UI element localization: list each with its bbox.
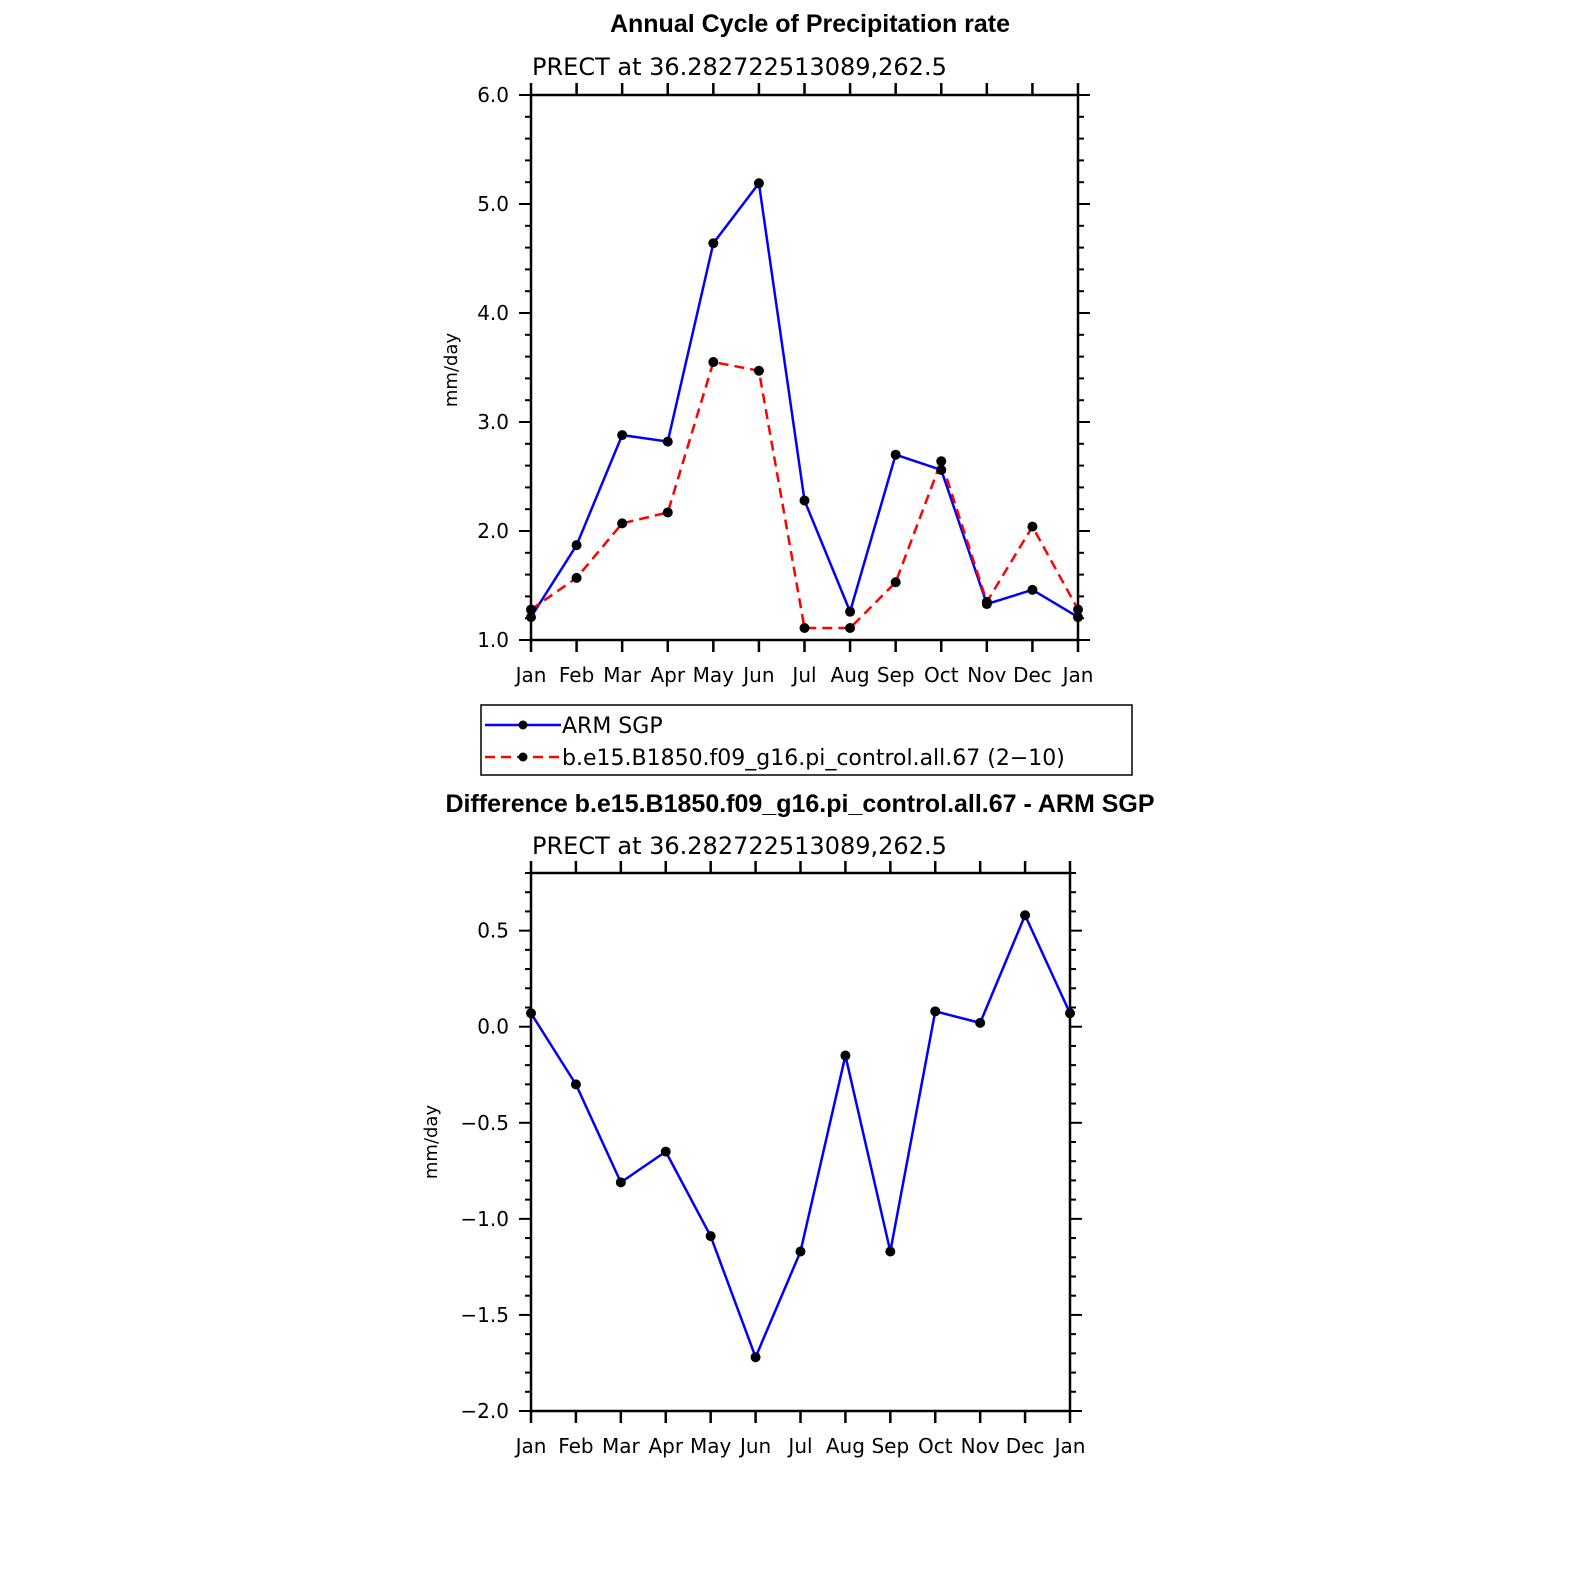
chart-2-series-0-point xyxy=(660,1146,671,1157)
chart-1-series-0-point xyxy=(890,449,901,460)
chart-1-series-1-point xyxy=(571,572,582,583)
chart-1-xtick-label: Sep xyxy=(877,663,915,687)
legend-label-arm-sgp: ARM SGP xyxy=(562,714,663,739)
chart-1-series-0-point xyxy=(571,540,582,551)
chart-1-series-1-point xyxy=(1073,604,1083,615)
chart-2-series-0-line xyxy=(529,914,1072,1359)
chart-2-xtick-label: Dec xyxy=(1006,1434,1045,1458)
chart-2-series-0-point xyxy=(795,1246,806,1257)
chart-1-xtick-label: Oct xyxy=(924,663,959,687)
chart-1-series-1-point xyxy=(936,456,947,467)
chart-2-series-0-point xyxy=(975,1017,986,1028)
chart-1-series-0-point xyxy=(617,430,628,441)
chart-2-xtick-label: Oct xyxy=(918,1434,953,1458)
chart-2-series-0-point xyxy=(615,1177,626,1188)
chart-2-series-0-point xyxy=(570,1079,581,1090)
chart-2-series-0-point xyxy=(930,1006,941,1017)
chart-2-ytick-label: −1.0 xyxy=(460,1207,509,1231)
chart-2-title: Difference b.e15.B1850.f09_g16.pi_contro… xyxy=(445,790,1154,818)
chart-2-xtick-label: Jul xyxy=(786,1434,812,1458)
chart-2-plot: Jan Feb Mar Apr May Jun Jul Aug Sep Oct Nov Dec Jan−… xyxy=(460,861,1085,1458)
chart-2-frame xyxy=(529,871,1072,1413)
chart-2-xtick-label: Apr xyxy=(648,1434,683,1458)
chart-1-xtick-label: Jul xyxy=(790,663,816,687)
chart-2-xtick-label: Nov xyxy=(961,1434,1000,1458)
chart-1-series-1-point xyxy=(753,365,764,376)
legend-box xyxy=(480,704,1133,776)
chart-2-ytick-label: 0.0 xyxy=(477,1015,509,1039)
chart-2-xtick-label: Mar xyxy=(602,1434,641,1458)
chart-2-series-0-point xyxy=(750,1352,761,1363)
chart-1-series-0-point xyxy=(1027,584,1038,595)
chart-1-subtitle: PRECT at 36.282722513089,262.5 xyxy=(532,53,947,81)
chart-1-xtick-label: Dec xyxy=(1013,663,1052,687)
chart-1-frame xyxy=(529,93,1080,642)
chart-2-ytick-label: 0.5 xyxy=(477,919,509,943)
chart-1-series-1-point xyxy=(708,357,719,368)
chart-1-series-0-point xyxy=(708,238,719,249)
chart-1-series-1-point xyxy=(845,623,856,634)
chart-2-ytick-label: −0.5 xyxy=(460,1111,509,1135)
legend-marker-model xyxy=(518,752,528,762)
chart-1-series-0-point xyxy=(753,178,764,189)
chart-1-series-0-point xyxy=(936,464,947,475)
chart-2-ytick-label: −1.5 xyxy=(460,1303,509,1327)
chart-2-xtick-label: Jun xyxy=(738,1434,771,1458)
chart-1-ytick-label: 2.0 xyxy=(477,519,509,543)
chart-1-ytick-label: 1.0 xyxy=(477,628,509,652)
chart-1-xtick-label: Aug xyxy=(831,663,870,687)
chart-1-xtick-label: Nov xyxy=(967,663,1006,687)
chart-1-ytick-label: 5.0 xyxy=(477,192,509,216)
chart-1-xtick-label: Jun xyxy=(741,663,774,687)
chart-1-series-1-point xyxy=(526,604,536,615)
chart-1-series-1-point xyxy=(799,623,810,634)
chart-1-ytick-label: 6.0 xyxy=(477,83,509,107)
chart-1-xtick-label: Jan xyxy=(1061,663,1094,687)
chart-1-series-0-point xyxy=(662,436,673,447)
chart-1-plot: Jan Feb Mar Apr May Jun Jul Aug Sep Oct Nov Dec Jan1… xyxy=(477,83,1093,687)
chart-1-ylabel: mm/day xyxy=(441,333,462,408)
chart-1-series-0-point xyxy=(845,606,856,617)
legend-label-model: b.e15.B1850.f09_g16.pi_control.all.67 (2… xyxy=(562,746,1065,771)
chart-1-xtick-label: Jan xyxy=(514,663,547,687)
chart-2-ylabel: mm/day xyxy=(421,1105,442,1180)
chart-1-ytick-label: 3.0 xyxy=(477,410,509,434)
chart-1-xtick-label: Apr xyxy=(650,663,685,687)
chart-2-series-0-point xyxy=(705,1231,716,1242)
chart-1-series-1-point xyxy=(981,596,992,607)
chart-1-xtick-label: Mar xyxy=(603,663,642,687)
chart-1-series-0-point xyxy=(799,495,810,506)
chart-1-series-1-point xyxy=(890,577,901,588)
chart-1-series-1-point xyxy=(662,507,673,518)
chart-2-xtick-label: May xyxy=(690,1434,732,1458)
chart-2-series-0-point xyxy=(526,1008,536,1019)
chart-1-series-0-point xyxy=(526,612,536,623)
chart-1-title: Annual Cycle of Precipitation rate xyxy=(610,10,1010,38)
chart-2-series-0-point xyxy=(885,1246,896,1257)
chart-2-series-0-point xyxy=(1020,910,1031,921)
chart-2-xtick-label: Sep xyxy=(871,1434,909,1458)
chart-2-ytick-label: −2.0 xyxy=(460,1399,509,1423)
legend: ARM SGP b.e15.B1850.f09_g16.pi_control.a… xyxy=(480,704,1133,776)
chart-2-xtick-label: Jan xyxy=(514,1434,547,1458)
chart-2-series-0-point xyxy=(1065,1008,1075,1019)
chart-1-xtick-label: May xyxy=(693,663,735,687)
chart-2-series-0-point xyxy=(840,1050,851,1061)
chart-2-xtick-label: Jan xyxy=(1053,1434,1086,1458)
legend-marker-arm-sgp xyxy=(518,720,528,730)
chart-1-series-1-point xyxy=(1027,521,1038,532)
chart-2-xtick-label: Feb xyxy=(558,1434,593,1458)
chart-1-xtick-label: Feb xyxy=(559,663,594,687)
chart-1-ytick-label: 4.0 xyxy=(477,301,509,325)
chart-2-subtitle: PRECT at 36.282722513089,262.5 xyxy=(532,832,947,860)
chart-2-xtick-label: Aug xyxy=(826,1434,865,1458)
chart-1-series-0-line xyxy=(529,182,1079,619)
chart-1-series-1-point xyxy=(617,518,628,529)
chart-1-series-0-point xyxy=(1073,612,1083,623)
